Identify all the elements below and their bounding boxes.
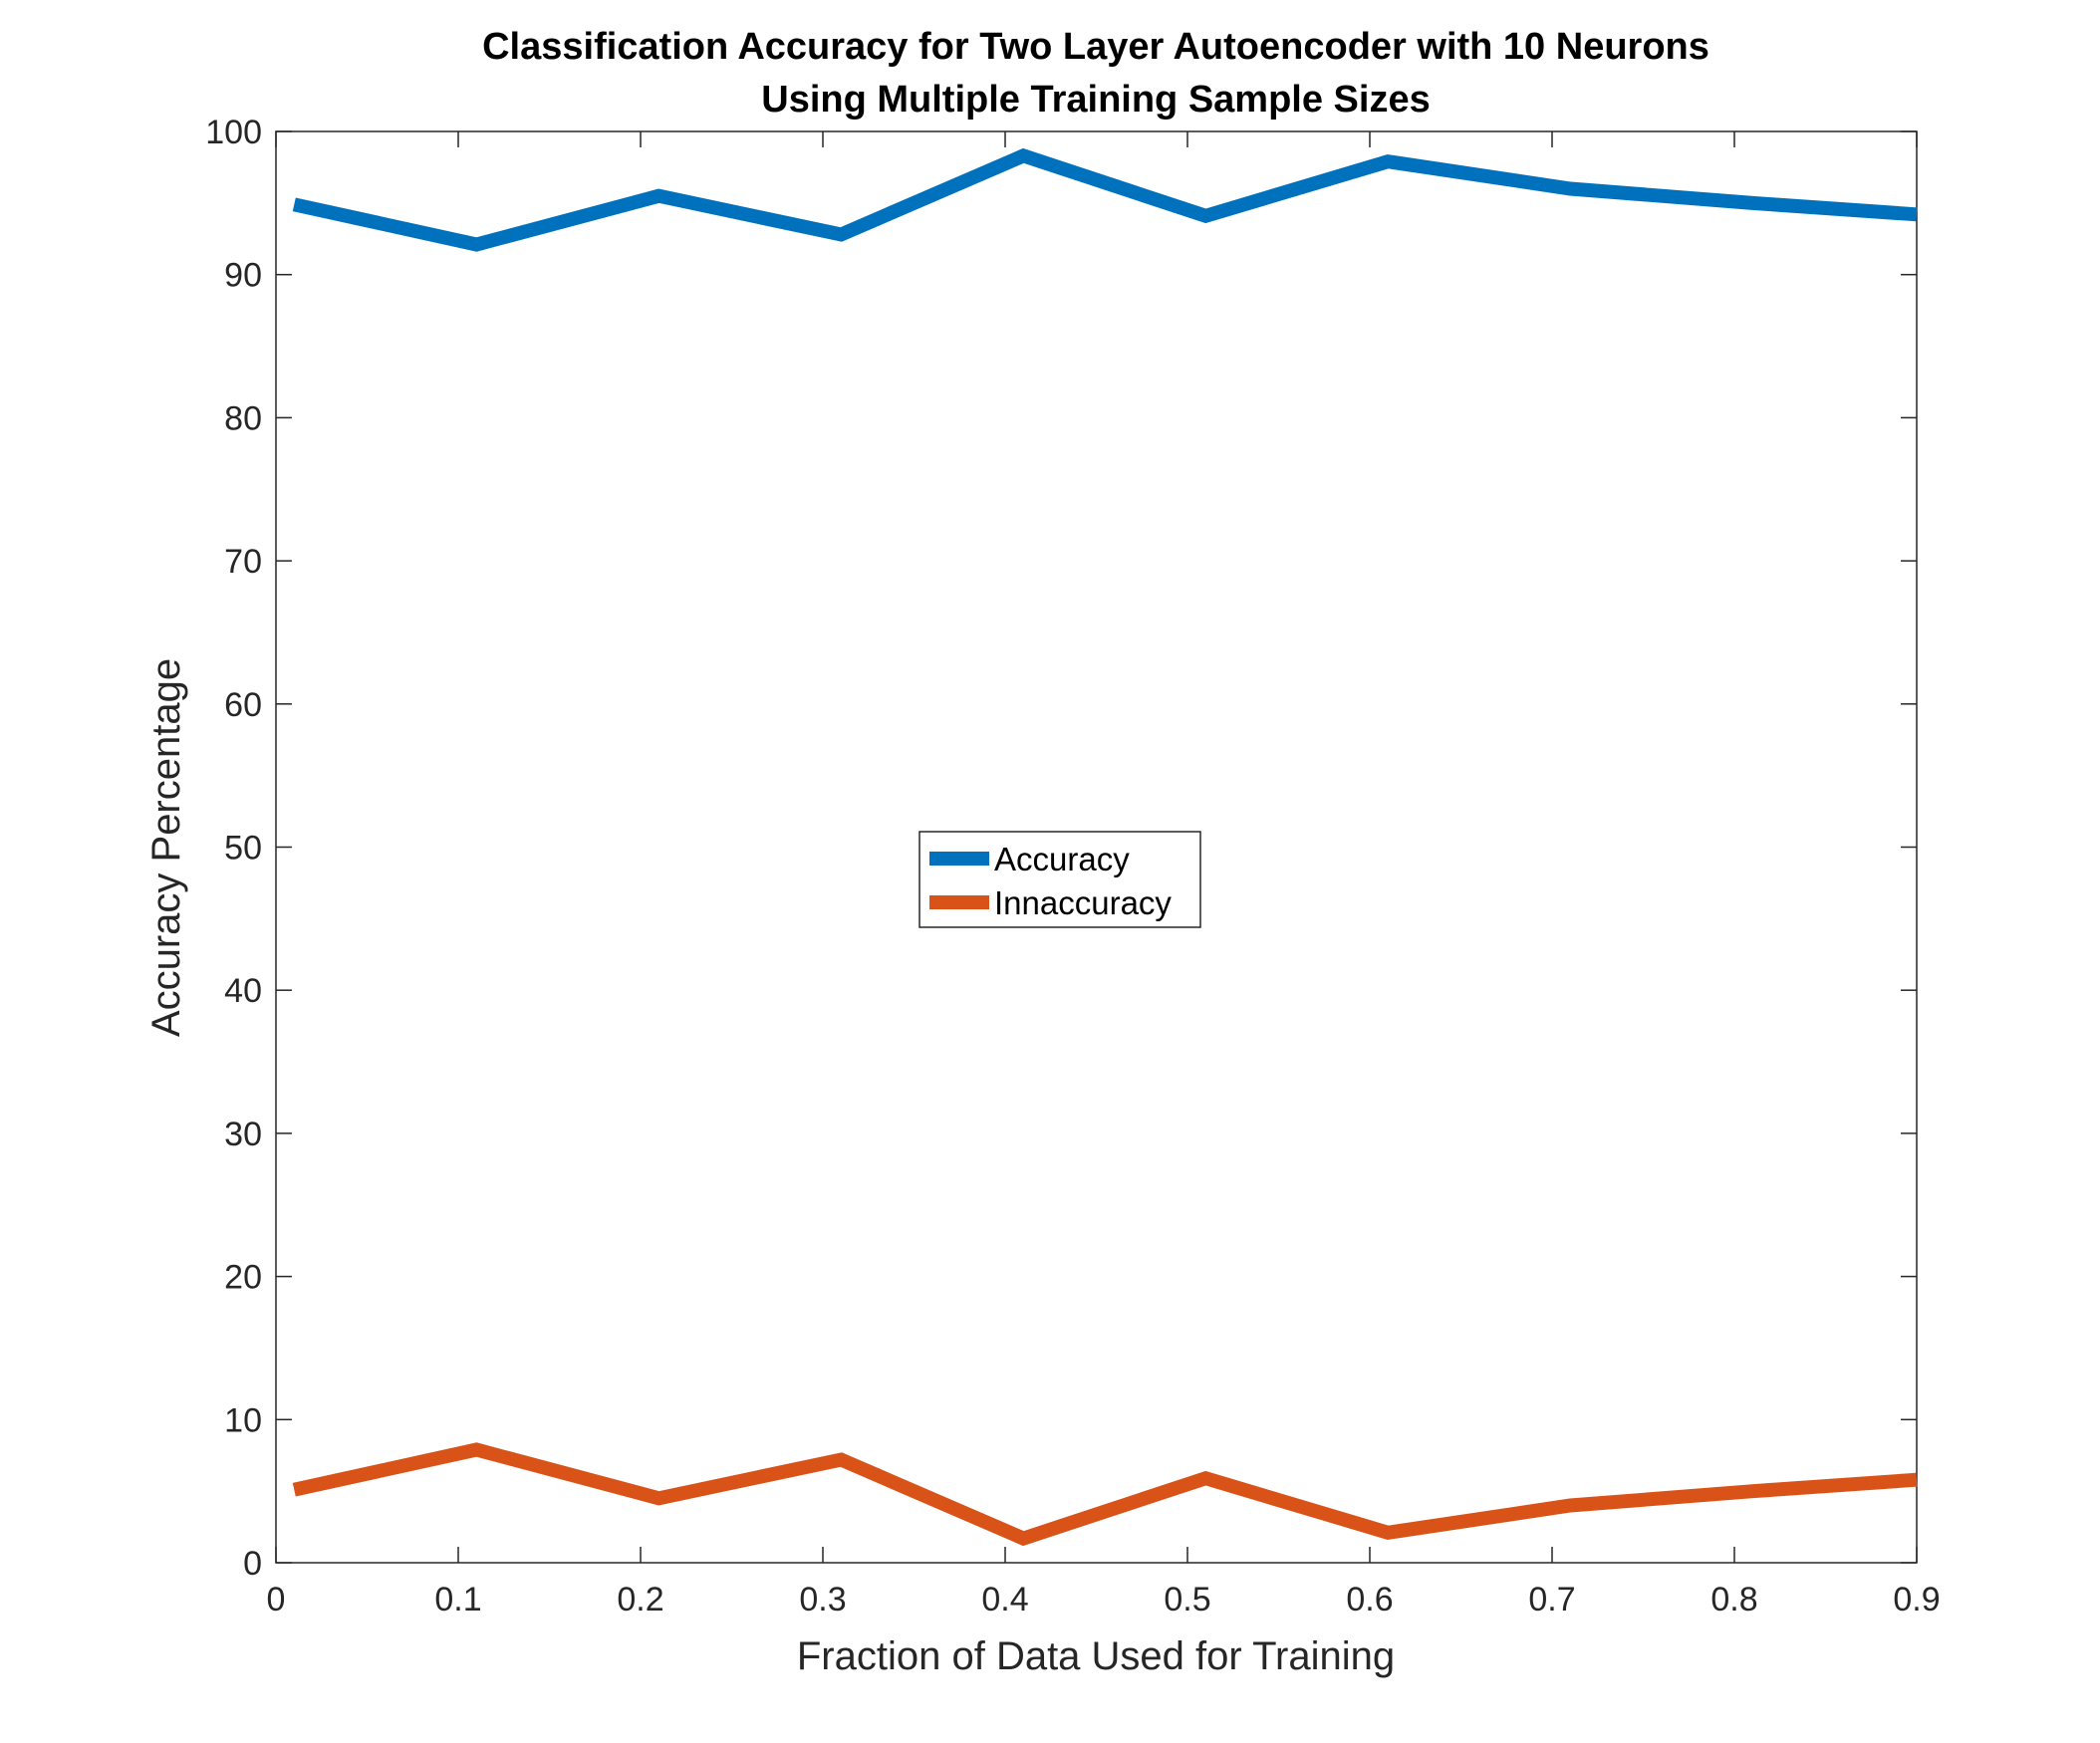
legend: Accuracy Innaccuracy	[919, 831, 1201, 928]
y-tick-label: 100	[205, 114, 262, 151]
x-tick-label: 0.8	[1710, 1581, 1757, 1618]
x-tick-label: 0.3	[799, 1581, 846, 1618]
x-tick-label: 0.5	[1164, 1581, 1210, 1618]
x-tick-label: 0	[267, 1581, 286, 1618]
series-lines	[292, 147, 1918, 1547]
x-axis-label: Fraction of Data Used for Training	[797, 1634, 1395, 1678]
y-tick-label: 0	[243, 1545, 262, 1583]
y-tick-label: 90	[224, 257, 262, 295]
y-tick-label: 20	[224, 1259, 262, 1297]
y-tick-label: 10	[224, 1401, 262, 1439]
y-tick-label: 80	[224, 399, 262, 437]
x-tick-label: 0.4	[981, 1581, 1028, 1618]
series-line-innaccuracy	[292, 1442, 1918, 1547]
chart-title-line-2: Using Multiple Training Sample Sizes	[761, 79, 1430, 121]
legend-label-accuracy: Accuracy	[994, 841, 1130, 877]
x-tick-label: 0.6	[1346, 1581, 1393, 1618]
x-tick-label: 0.9	[1893, 1581, 1940, 1618]
chart-title-line-1: Classification Accuracy for Two Layer Au…	[482, 26, 1709, 68]
x-tick-label: 0.1	[434, 1581, 481, 1618]
series-line-accuracy	[292, 147, 1918, 252]
y-axis-label: Accuracy Percentage	[144, 658, 188, 1037]
y-tick-label: 70	[224, 543, 262, 581]
x-tick-label: 0.7	[1528, 1581, 1575, 1618]
y-tick-label: 60	[224, 686, 262, 724]
y-tick-label: 40	[224, 972, 262, 1010]
legend-label-innaccuracy: Innaccuracy	[994, 884, 1172, 921]
y-tick-label: 30	[224, 1116, 262, 1153]
legend-box	[919, 831, 1201, 928]
y-tick-label: 50	[224, 830, 262, 868]
x-tick-label: 0.2	[617, 1581, 663, 1618]
axis-ticks: 0 0.1 0.2 0.3 0.4 0.5 0.6 0.7 0.8 0.9 0 10 20 30 40 50 6…	[205, 114, 1940, 1618]
